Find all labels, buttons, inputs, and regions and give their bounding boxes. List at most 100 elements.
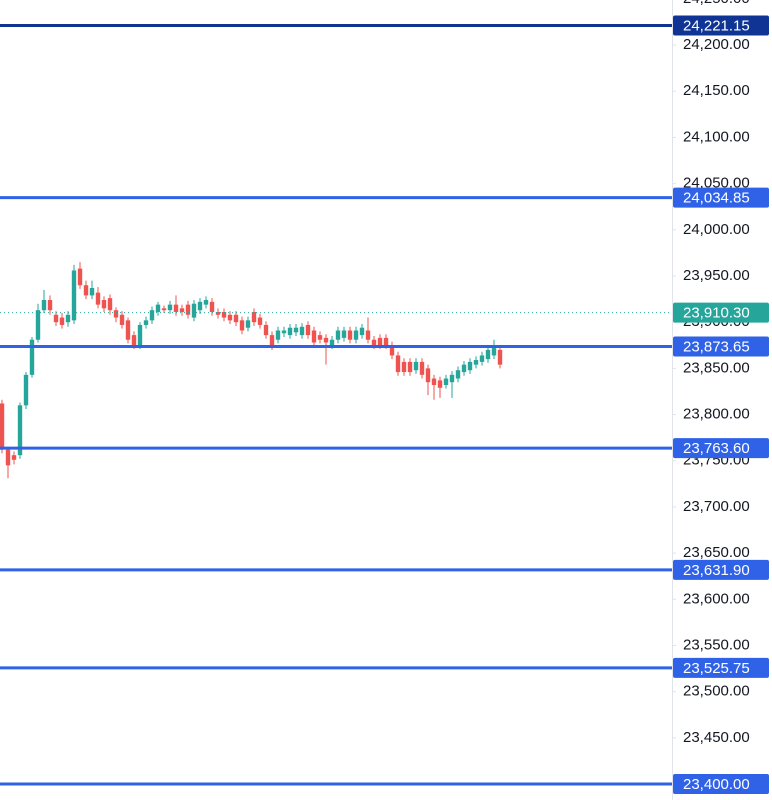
level-label: 23,631.90 <box>683 562 750 579</box>
y-tick-label: 23,500.00 <box>683 683 750 700</box>
candle-body <box>335 330 341 340</box>
candle-body <box>161 308 167 311</box>
candle-body <box>455 370 461 379</box>
candle-body <box>107 298 113 311</box>
candle-body <box>371 339 377 346</box>
candle-body <box>221 312 227 318</box>
candle-body <box>347 330 353 340</box>
candle-body <box>353 330 359 340</box>
candle-body <box>143 320 149 325</box>
level-box <box>673 774 769 795</box>
y-tick-label: 24,200.00 <box>683 36 750 53</box>
candle-body <box>185 304 191 315</box>
y-tick-label: 23,950.00 <box>683 267 750 284</box>
level-label: 23,763.60 <box>683 440 750 457</box>
candle-body <box>149 310 155 321</box>
level-box <box>673 336 769 357</box>
candle-body <box>179 308 185 313</box>
candle-body <box>233 314 239 323</box>
candle-body <box>413 361 419 371</box>
candle-body <box>329 339 335 346</box>
candle-body <box>101 300 107 309</box>
candle-body <box>167 304 173 311</box>
candle-body <box>71 270 77 321</box>
candle-body <box>311 330 317 343</box>
candle-body <box>461 364 467 373</box>
candle-body <box>59 317 65 325</box>
candle-body <box>305 324 311 336</box>
candle-body <box>83 285 89 296</box>
candle-body <box>425 368 431 383</box>
level-box <box>673 15 769 36</box>
candle-body <box>251 312 257 323</box>
y-tick-label: 23,450.00 <box>683 729 750 746</box>
candle-body <box>383 337 389 346</box>
candle-body <box>341 330 347 338</box>
candle-body <box>191 303 197 318</box>
y-tick-label: 24,150.00 <box>683 82 750 99</box>
candle-body <box>437 380 443 388</box>
candle-body <box>35 310 41 340</box>
candle-body <box>497 349 503 365</box>
level-label: 24,034.85 <box>683 190 750 207</box>
candle-body <box>407 361 413 373</box>
candle-body <box>377 337 383 346</box>
candle-body <box>443 378 449 385</box>
last-price-label: 23,910.30 <box>683 305 750 322</box>
candle-body <box>125 320 131 340</box>
candle-body <box>41 300 47 311</box>
candle-body <box>11 455 17 460</box>
candle-body <box>23 374 29 406</box>
candle-body <box>0 403 5 450</box>
candle-body <box>137 324 143 346</box>
candle-body <box>203 300 209 305</box>
candle-body <box>239 320 245 331</box>
candle-body <box>449 374 455 383</box>
level-label: 24,221.15 <box>683 18 750 35</box>
candle-body <box>173 304 179 313</box>
y-tick-label: 24,000.00 <box>683 221 750 238</box>
y-tick-label: 24,100.00 <box>683 128 750 145</box>
candle-body <box>77 268 83 286</box>
level-label: 23,400.00 <box>683 776 750 793</box>
level-label: 23,873.65 <box>683 338 750 355</box>
candle-body <box>317 335 323 340</box>
candle-body <box>479 355 485 362</box>
candle-body <box>119 314 125 325</box>
candle-body <box>227 314 233 321</box>
candle-body <box>113 310 119 318</box>
candle-body <box>275 330 281 340</box>
candle-body <box>485 349 491 360</box>
candle-body <box>263 324 269 336</box>
y-tick-label: 24,250.00 <box>683 0 750 7</box>
y-tick-label: 23,700.00 <box>683 498 750 515</box>
candle-body <box>215 312 221 315</box>
candle-body <box>281 330 287 334</box>
candle-body <box>29 339 35 375</box>
y-tick-label: 23,650.00 <box>683 544 750 561</box>
candle-body <box>359 327 365 336</box>
last-price-box <box>673 302 769 323</box>
candle-body <box>47 300 53 311</box>
candle-body <box>287 327 293 336</box>
level-box <box>673 438 769 459</box>
candle-body <box>53 314 59 323</box>
candle-body <box>89 288 95 296</box>
candle-body <box>245 320 251 328</box>
candle-body <box>155 304 161 313</box>
level-box <box>673 559 769 580</box>
candle-body <box>323 337 329 343</box>
y-tick-label: 23,600.00 <box>683 590 750 607</box>
candle-body <box>65 314 71 323</box>
y-tick-label: 23,850.00 <box>683 359 750 376</box>
candle-body <box>401 361 407 373</box>
candle-body <box>257 317 263 325</box>
candle-body <box>473 360 479 365</box>
candle-body <box>5 449 11 466</box>
candle-body <box>293 327 299 333</box>
candle-body <box>269 335 275 346</box>
y-tick-label: 24,050.00 <box>683 175 750 192</box>
candle-body <box>431 378 437 385</box>
